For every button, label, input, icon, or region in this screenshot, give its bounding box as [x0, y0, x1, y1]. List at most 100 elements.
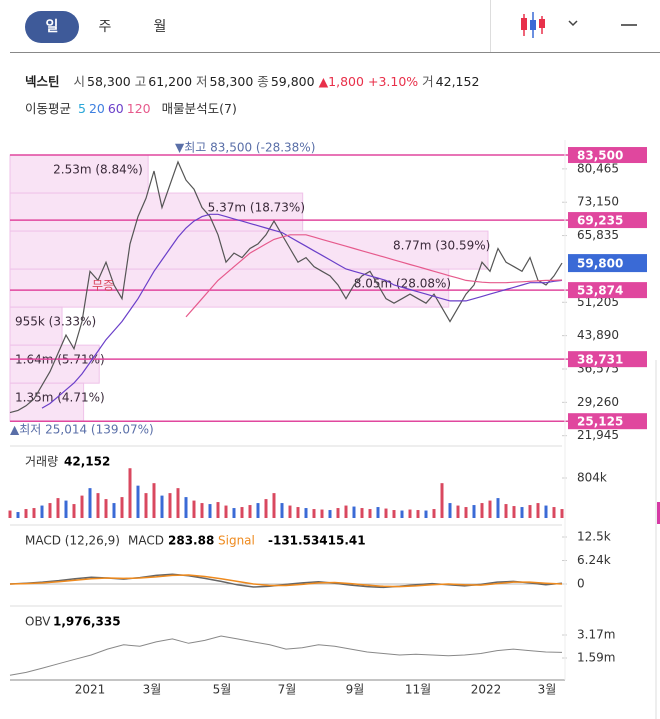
panel-title: OBV [25, 615, 51, 629]
volume-bar [296, 507, 300, 518]
profile-label: 8.77m (30.59%) [393, 239, 490, 253]
quote-change-pct: +3.10% [367, 74, 419, 89]
volume-bar [136, 485, 140, 518]
candle-icon[interactable] [521, 12, 545, 38]
volume-bar [432, 509, 436, 518]
tab-month[interactable]: 월 [153, 19, 167, 35]
volume-bar [112, 503, 116, 518]
level-box [568, 351, 647, 368]
volume-bar [40, 505, 44, 518]
volume-bar [320, 509, 324, 518]
quote-field-value: 58,300 [87, 74, 131, 89]
volume-bar [384, 508, 388, 518]
volume-bar [160, 495, 164, 518]
volume-bar [280, 503, 284, 518]
series-line [9, 635, 563, 676]
volume-bar [376, 507, 380, 518]
profile-label: 1.35m (4.71%) [15, 391, 105, 405]
level-label: 38,731 [577, 353, 623, 367]
volume-bar [264, 499, 268, 518]
volume-bar [528, 505, 532, 518]
y-tick-label: 804k [577, 470, 607, 484]
level-box [568, 282, 647, 299]
y-tick-label: 0 [577, 576, 585, 590]
volume-bar [16, 512, 20, 518]
x-axis-label: 7월 [278, 683, 297, 697]
level-box [568, 212, 647, 229]
volume-bar [424, 510, 428, 518]
volume-bar [456, 505, 460, 518]
quote-volume-label: 거 [422, 74, 434, 89]
series-line [9, 160, 563, 414]
volume-bar [208, 504, 212, 518]
volume-bar [152, 483, 156, 518]
profile-label: 2.53m (8.84%) [53, 163, 143, 177]
volume-bar [192, 500, 196, 518]
legend-name: MACD [128, 534, 164, 548]
tab-bar: 일 주 월 [10, 0, 660, 53]
ma-period: 120 [126, 101, 151, 116]
quote-line: 넥스틴 시 58,300 고 61,200 저 58,300 종 59,800 ▲1,800 +3… [25, 71, 479, 90]
y-tick-label: 29,260 [577, 395, 619, 409]
series-line [41, 213, 563, 409]
legend-value: 283.88 [168, 534, 214, 548]
panel-title: 거래량 [25, 455, 58, 469]
volume-bar [32, 508, 36, 518]
ma-period: 5 [78, 101, 86, 116]
volume-bar [480, 503, 484, 518]
volume-bar [176, 488, 180, 518]
volume-bar [464, 507, 468, 518]
dropdown-chevron[interactable] [568, 20, 578, 27]
level-label: 69,235 [577, 214, 623, 228]
volume-bar [272, 493, 276, 518]
volume-bar [336, 508, 340, 518]
y-tick-label: 65,835 [577, 228, 619, 242]
quote-field-value: 59,800 [270, 74, 315, 89]
volume-bar [512, 506, 516, 518]
volume-bar [240, 507, 244, 518]
current-box [568, 254, 647, 273]
volume-bar [48, 503, 52, 518]
panel-value: 1,976,335 [53, 615, 121, 629]
volume-bar [128, 468, 132, 518]
volume-bar [440, 483, 444, 518]
series-line [185, 234, 563, 318]
tab-day[interactable]: 일 [25, 11, 79, 43]
legend-value: -131.53415.41 [268, 534, 366, 548]
volume-bar [200, 503, 204, 518]
profile-label: 955k (3.33%) [15, 315, 96, 329]
level-label: 83,500 [577, 149, 623, 163]
volume-bar [328, 510, 332, 518]
series-line [9, 574, 563, 588]
volume-bar [232, 508, 236, 518]
volume-bar [120, 497, 124, 518]
tab-week[interactable]: 주 [98, 19, 112, 35]
x-axis-label: 2021 [75, 683, 106, 697]
current-label: 59,800 [577, 257, 623, 271]
y-tick-label: 80,465 [577, 161, 619, 175]
y-tick-label: 6.24k [577, 553, 611, 567]
y-tick-label: 3.17m [577, 628, 615, 642]
quote-field-label: 고 [134, 74, 147, 89]
level-box [568, 147, 647, 164]
volume-bar [504, 504, 508, 518]
level-label: 25,125 [577, 415, 623, 429]
volume-bar [64, 500, 68, 518]
y-tick-label: 51,205 [577, 295, 619, 309]
low-annotation: ▲최저 25,014 (139.07%) [10, 423, 154, 437]
volume-bar [544, 505, 548, 518]
toolbar-icons [521, 12, 637, 38]
volume-bar [144, 493, 148, 518]
volume-bar [72, 504, 76, 518]
volume-bar [56, 498, 60, 518]
x-axis-label: 11월 [405, 683, 431, 697]
event-annotation: 무증 [92, 279, 114, 293]
x-axis-label: 5월 [213, 683, 232, 697]
legend-name: Signal [218, 534, 255, 548]
toolbar [490, 0, 660, 52]
volume-bar [496, 498, 500, 518]
volume-bar [8, 510, 12, 518]
volume-bar [416, 510, 420, 518]
